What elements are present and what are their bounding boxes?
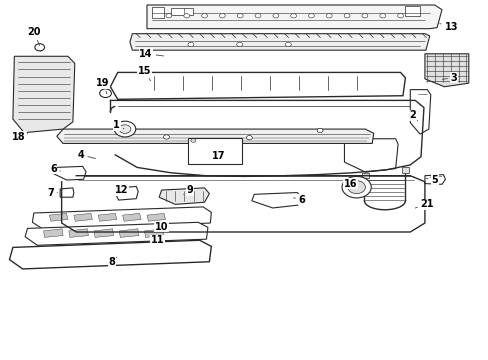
Circle shape [165, 14, 171, 18]
Circle shape [285, 42, 291, 46]
Circle shape [219, 14, 225, 18]
Polygon shape [49, 213, 68, 221]
Polygon shape [98, 213, 117, 221]
Polygon shape [409, 90, 430, 134]
Text: 15: 15 [138, 66, 151, 81]
Text: 11: 11 [151, 235, 164, 245]
Text: 7: 7 [47, 188, 57, 198]
Circle shape [290, 14, 296, 18]
Polygon shape [144, 229, 163, 237]
Circle shape [344, 14, 349, 18]
Circle shape [246, 135, 252, 140]
Circle shape [100, 89, 111, 98]
Circle shape [183, 14, 189, 18]
Text: 13: 13 [439, 22, 457, 32]
Text: 4: 4 [78, 150, 95, 160]
Text: 1: 1 [113, 121, 123, 130]
Circle shape [201, 14, 207, 18]
Circle shape [272, 14, 278, 18]
Circle shape [187, 42, 193, 46]
Polygon shape [94, 229, 113, 237]
Text: 10: 10 [155, 222, 168, 231]
Polygon shape [119, 229, 139, 237]
Polygon shape [147, 213, 165, 221]
Text: 18: 18 [12, 132, 27, 142]
Polygon shape [344, 139, 397, 172]
Polygon shape [147, 5, 441, 29]
Polygon shape [25, 222, 207, 245]
Polygon shape [60, 188, 74, 197]
Polygon shape [361, 173, 368, 178]
Polygon shape [32, 207, 211, 229]
Text: 12: 12 [115, 185, 128, 195]
Polygon shape [57, 129, 373, 143]
Circle shape [308, 14, 314, 18]
Polygon shape [159, 188, 209, 204]
Text: 17: 17 [212, 150, 225, 161]
Circle shape [163, 135, 169, 139]
Circle shape [361, 14, 367, 18]
Circle shape [255, 14, 261, 18]
Polygon shape [122, 213, 141, 221]
Polygon shape [53, 166, 86, 180]
Polygon shape [401, 167, 408, 173]
Polygon shape [110, 72, 405, 99]
Circle shape [379, 14, 385, 18]
Text: 6: 6 [50, 163, 61, 174]
Polygon shape [13, 56, 75, 133]
Polygon shape [69, 229, 88, 237]
Text: 14: 14 [139, 49, 163, 59]
Text: 20: 20 [27, 27, 41, 45]
Circle shape [236, 42, 242, 46]
Circle shape [347, 181, 365, 194]
Text: 9: 9 [183, 185, 193, 195]
Polygon shape [74, 213, 92, 221]
Bar [188, 138, 242, 163]
Text: 8: 8 [108, 257, 117, 267]
Circle shape [325, 14, 331, 18]
Polygon shape [424, 54, 468, 87]
Polygon shape [251, 193, 302, 208]
Text: 21: 21 [414, 199, 433, 210]
Text: 5: 5 [425, 175, 437, 185]
Text: 16: 16 [344, 179, 357, 189]
Circle shape [119, 125, 131, 134]
Polygon shape [9, 240, 211, 269]
Circle shape [317, 129, 323, 133]
Text: 3: 3 [441, 73, 457, 83]
Text: 6: 6 [293, 195, 305, 205]
Circle shape [341, 176, 370, 198]
Polygon shape [130, 34, 429, 50]
Circle shape [190, 139, 195, 142]
Text: 2: 2 [408, 111, 417, 121]
Bar [152, 7, 163, 18]
Polygon shape [424, 175, 445, 184]
Polygon shape [43, 229, 63, 237]
Circle shape [237, 14, 243, 18]
Bar [171, 8, 193, 15]
Circle shape [397, 14, 403, 18]
Circle shape [114, 121, 136, 137]
Text: 19: 19 [96, 78, 110, 94]
Circle shape [35, 44, 44, 51]
Bar [405, 6, 419, 16]
Polygon shape [115, 186, 138, 200]
